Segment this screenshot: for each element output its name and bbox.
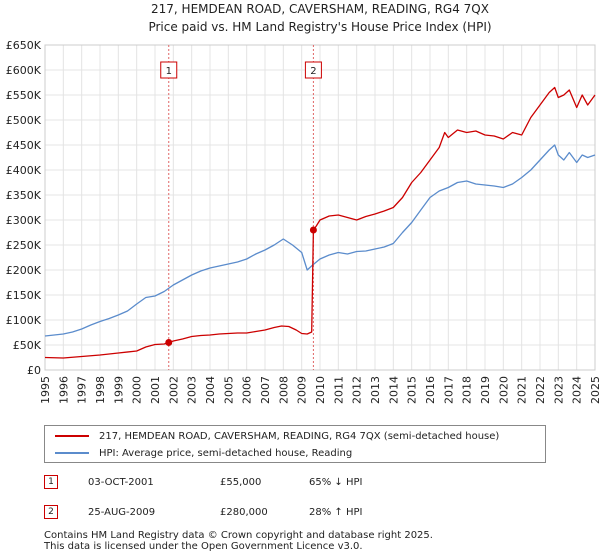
x-tick-label: 1999 [112, 376, 125, 404]
x-tick-label: 2025 [589, 376, 600, 404]
x-tick-label: 2018 [461, 376, 474, 404]
y-tick-label: £500K [6, 114, 42, 127]
x-tick-label: 2011 [332, 376, 345, 404]
plot-border [44, 44, 596, 371]
x-tick-label: 2003 [186, 376, 199, 404]
y-tick-label: £350K [6, 189, 42, 202]
x-tick-label: 2005 [222, 376, 235, 404]
x-tick-label: 2019 [479, 376, 492, 404]
sale-box-label-2: 2 [310, 66, 316, 77]
y-tick-label: £400K [6, 164, 42, 177]
x-tick-label: 2010 [314, 376, 327, 404]
x-tick-label: 1997 [76, 376, 89, 404]
x-tick-label: 2014 [387, 376, 400, 404]
sale-badge-2: 2 [44, 505, 58, 519]
x-tick-label: 2013 [369, 376, 382, 404]
x-tick-label: 2021 [516, 376, 529, 404]
x-tick-label: 2023 [552, 376, 565, 404]
y-tick-label: £550K [6, 89, 42, 102]
series-line-property [44, 86, 596, 359]
x-tick-label: 2022 [534, 376, 547, 404]
legend-label-hpi: HPI: Average price, semi-detached house,… [99, 447, 353, 459]
sale-price-2: £280,000 [220, 506, 268, 518]
sale-hpi-1: 65% ↓ HPI [309, 476, 363, 488]
y-tick-label: £450K [6, 139, 42, 152]
footer-line-1: Contains HM Land Registry data © Crown c… [44, 530, 433, 541]
x-tick-label: 2015 [406, 376, 419, 404]
sale-row-2: 2 25-AUG-2009 £280,000 28% ↑ HPI [44, 502, 544, 522]
x-tick-label: 1998 [94, 376, 107, 404]
sale-box-2 [304, 61, 322, 79]
x-tick-label: 2009 [296, 376, 309, 404]
footer-line-2: This data is licensed under the Open Gov… [44, 541, 363, 552]
legend-swatch-property [55, 435, 89, 437]
x-tick-label: 2008 [277, 376, 290, 404]
y-tick-label: £250K [6, 239, 42, 252]
x-tick-label: 1995 [39, 376, 52, 404]
chart-title-line-1: 217, HEMDEAN ROAD, CAVERSHAM, READING, R… [151, 2, 489, 16]
sale-badge-1: 1 [44, 475, 58, 489]
x-tick-label: 2004 [204, 376, 217, 404]
chart-title-line-2: Price paid vs. HM Land Registry's House … [148, 20, 491, 34]
chart-legend: 217, HEMDEAN ROAD, CAVERSHAM, READING, R… [44, 425, 546, 463]
x-tick-label: 2007 [259, 376, 272, 404]
x-tick-label: 2024 [571, 376, 584, 404]
sale-box-label-1: 1 [166, 66, 172, 77]
sale-box-1 [160, 61, 178, 79]
legend-item-property: 217, HEMDEAN ROAD, CAVERSHAM, READING, R… [55, 428, 499, 444]
legend-item-hpi: HPI: Average price, semi-detached house,… [55, 445, 352, 461]
price-chart: 217, HEMDEAN ROAD, CAVERSHAM, READING, R… [6, 2, 600, 404]
x-tick-label: 2020 [497, 376, 510, 404]
sale-price-1: £55,000 [220, 476, 262, 488]
x-tick-label: 1996 [57, 376, 70, 404]
x-tick-label: 2002 [167, 376, 180, 404]
y-tick-label: £650K [6, 39, 42, 52]
x-tick-label: 2001 [149, 376, 162, 404]
y-tick-label: £150K [6, 289, 42, 302]
x-tick-label: 2012 [351, 376, 364, 404]
sale-date-2: 25-AUG-2009 [88, 506, 156, 518]
x-tick-label: 2006 [241, 376, 254, 404]
sale-point-1 [165, 339, 173, 346]
y-tick-label: £100K [6, 314, 42, 327]
y-tick-label: £300K [6, 214, 42, 227]
y-tick-label: £200K [6, 264, 42, 277]
series-line-hpi [44, 144, 596, 337]
x-tick-label: 2017 [442, 376, 455, 404]
x-tick-label: 2000 [131, 376, 144, 404]
y-tick-label: £50K [13, 339, 42, 352]
y-tick-label: £600K [6, 64, 42, 77]
legend-swatch-hpi [55, 452, 89, 454]
sale-date-1: 03-OCT-2001 [88, 476, 154, 488]
legend-label-property: 217, HEMDEAN ROAD, CAVERSHAM, READING, R… [99, 430, 500, 442]
sale-hpi-2: 28% ↑ HPI [309, 506, 363, 518]
y-tick-label: £0 [27, 364, 41, 377]
sale-row-1: 1 03-OCT-2001 £55,000 65% ↓ HPI [44, 472, 544, 492]
x-tick-label: 2016 [424, 376, 437, 404]
sale-point-2 [309, 226, 317, 234]
footer-attribution: Contains HM Land Registry data © Crown c… [44, 530, 433, 552]
